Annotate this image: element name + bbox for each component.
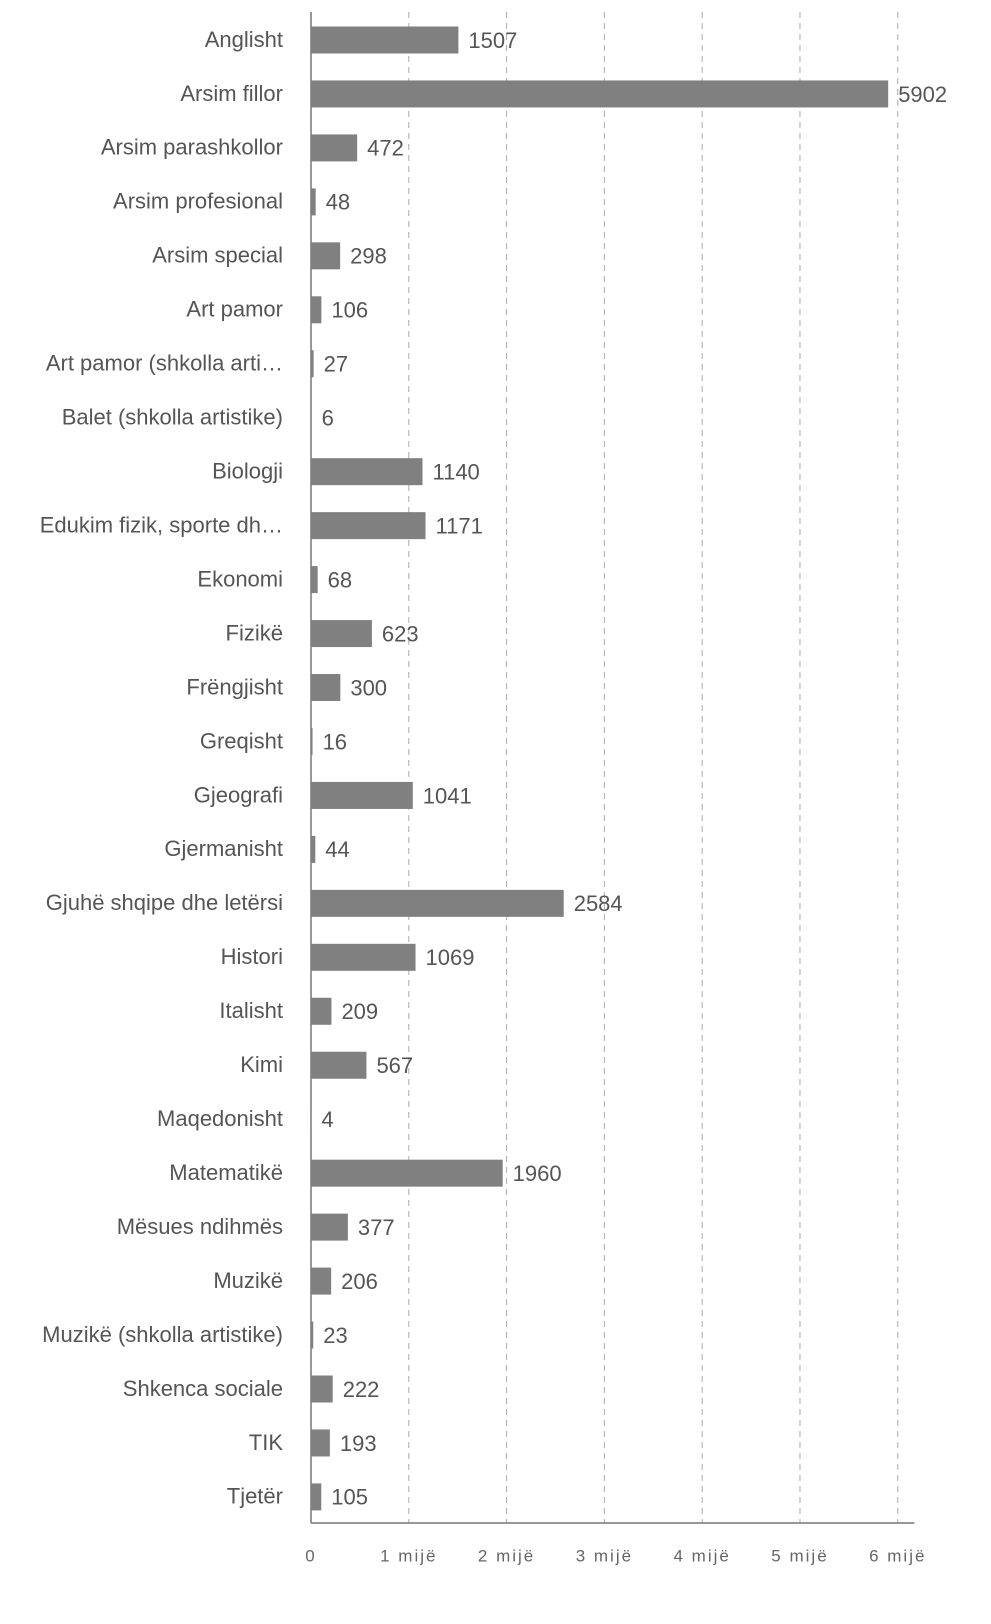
bar	[311, 1051, 367, 1079]
y-tick-label: Arsim special	[152, 243, 283, 268]
value-label: 1041	[423, 783, 472, 808]
value-label: 193	[340, 1431, 377, 1456]
y-tick-label: Edukim fizik, sporte dh…	[40, 512, 283, 537]
bar	[311, 566, 318, 594]
y-tick-label: Tjetër	[227, 1484, 283, 1509]
value-label: 377	[358, 1215, 395, 1240]
value-label: 298	[350, 244, 387, 269]
y-tick-label: TIK	[249, 1430, 284, 1455]
bar	[311, 781, 413, 809]
value-label: 567	[376, 1053, 413, 1078]
x-tick-label: 3 mijë	[576, 1546, 633, 1565]
bar	[311, 835, 316, 863]
bar	[311, 26, 459, 54]
y-tick-label: Muzikë	[213, 1268, 283, 1293]
value-label: 27	[324, 352, 348, 377]
value-label: 5902	[898, 82, 947, 107]
y-tick-label: Italisht	[219, 998, 283, 1023]
bar	[311, 188, 316, 216]
value-label: 206	[341, 1269, 378, 1294]
bar	[311, 80, 889, 108]
value-label: 16	[323, 729, 347, 754]
value-label: 209	[341, 999, 378, 1024]
bar	[311, 296, 322, 324]
y-tick-label: Kimi	[240, 1052, 283, 1077]
bar	[311, 620, 372, 648]
y-tick-label: Muzikë (shkolla artistike)	[42, 1322, 283, 1347]
y-tick-label: Mësues ndihmës	[117, 1214, 283, 1239]
bar	[311, 889, 564, 917]
value-label: 472	[367, 136, 404, 161]
bar	[311, 1375, 333, 1403]
bar	[311, 404, 312, 432]
y-tick-label: Anglisht	[205, 27, 283, 52]
x-tick-label: 5 mijë	[771, 1546, 828, 1565]
x-tick-label: 6 mijë	[869, 1546, 926, 1565]
y-tick-label: Greqisht	[200, 728, 283, 753]
y-tick-label: Maqedonisht	[157, 1106, 283, 1131]
y-tick-label: Arsim parashkollor	[101, 135, 283, 160]
bar	[311, 350, 314, 378]
value-label: 222	[343, 1377, 380, 1402]
bar	[311, 1213, 348, 1241]
bar	[311, 1159, 503, 1187]
value-label: 105	[331, 1485, 368, 1510]
y-tick-label: Shkenca sociale	[123, 1376, 283, 1401]
bar	[311, 458, 423, 486]
y-tick-label: Gjermanisht	[164, 836, 283, 861]
bar	[311, 674, 341, 702]
bar	[311, 1429, 330, 1457]
y-tick-label: Matematikë	[169, 1160, 283, 1185]
value-label: 1507	[468, 28, 517, 53]
y-tick-label: Arsim fillor	[180, 81, 283, 106]
value-label: 44	[325, 837, 349, 862]
y-tick-label: Balet (shkolla artistike)	[62, 405, 283, 430]
value-label: 2584	[574, 891, 623, 916]
bar	[311, 242, 341, 270]
y-tick-label: Gjeografi	[194, 782, 283, 807]
value-label: 623	[382, 621, 419, 646]
value-label: 68	[328, 567, 352, 592]
bar	[311, 134, 358, 162]
y-tick-label: Fizikë	[226, 620, 283, 645]
bar	[311, 943, 416, 971]
y-tick-label: Ekonomi	[197, 566, 283, 591]
bar	[311, 727, 313, 755]
bar	[311, 1267, 332, 1295]
y-tick-label: Art pamor	[186, 297, 283, 322]
value-label: 1069	[426, 945, 475, 970]
value-label: 6	[322, 406, 334, 431]
bar	[311, 512, 426, 540]
value-label: 4	[321, 1107, 333, 1132]
x-tick-label: 0	[305, 1546, 316, 1565]
x-tick-label: 1 mijë	[380, 1546, 437, 1565]
y-tick-label: Art pamor (shkolla arti…	[46, 351, 283, 376]
x-tick-label: 2 mijë	[478, 1546, 535, 1565]
y-tick-label: Histori	[221, 944, 283, 969]
value-label: 23	[323, 1323, 347, 1348]
y-tick-label: Frëngjisht	[186, 674, 283, 699]
value-label: 300	[350, 675, 387, 700]
value-label: 106	[331, 298, 368, 323]
value-label: 1960	[513, 1161, 562, 1186]
value-label: 1140	[432, 459, 479, 484]
value-label: 1171	[436, 513, 483, 538]
x-tick-label: 4 mijë	[674, 1546, 731, 1565]
y-tick-label: Arsim profesional	[113, 189, 283, 214]
y-tick-label: Biologji	[212, 458, 283, 483]
bar	[311, 1321, 314, 1349]
y-tick-label: Gjuhë shqipe dhe letërsi	[46, 890, 283, 915]
bar	[311, 1483, 322, 1511]
value-label: 48	[326, 190, 350, 215]
bar	[311, 997, 332, 1025]
